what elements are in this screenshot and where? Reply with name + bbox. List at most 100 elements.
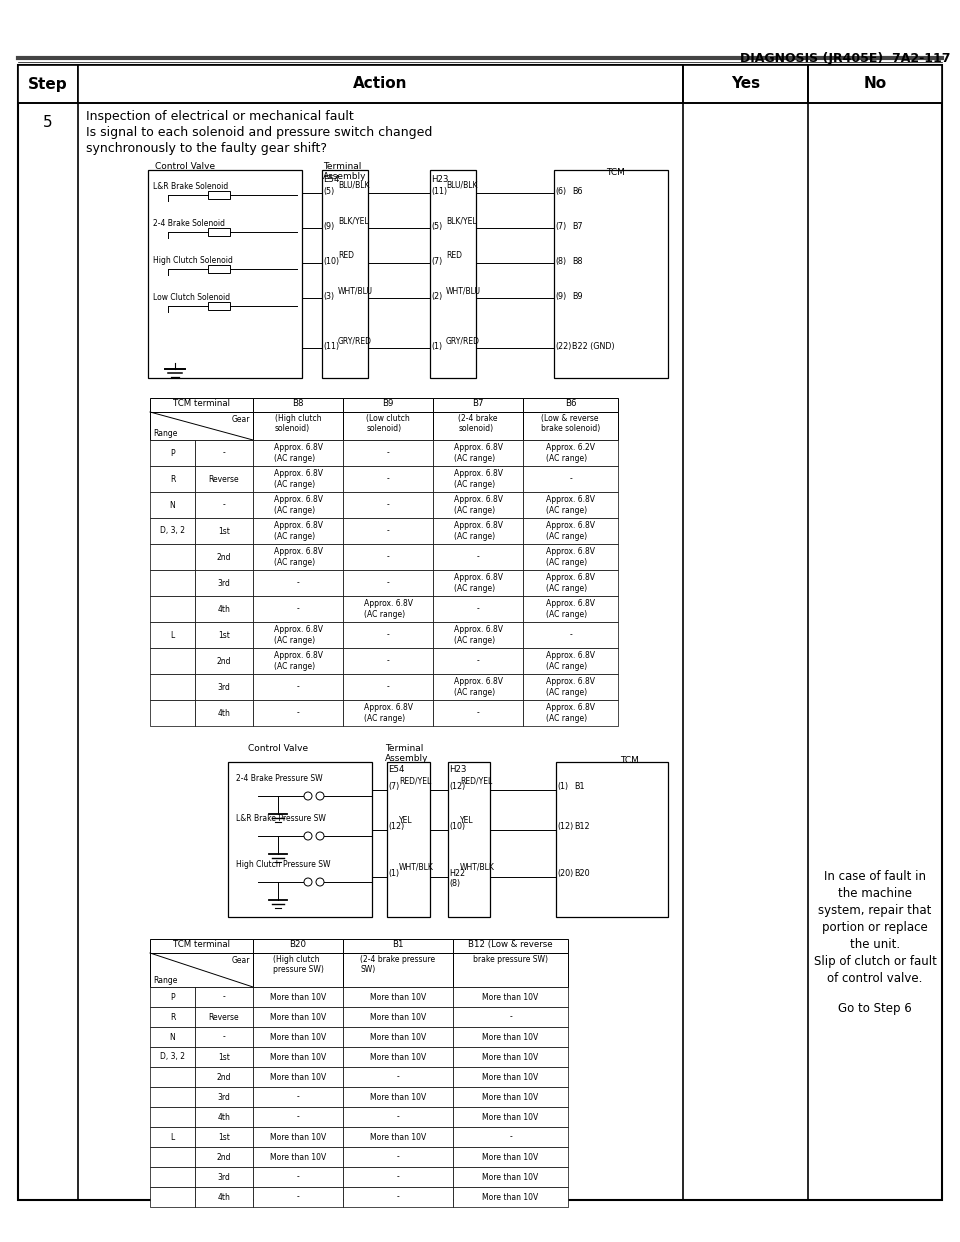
- Bar: [150, 1067, 195, 1087]
- Bar: [433, 648, 523, 674]
- Text: -: -: [223, 1032, 226, 1042]
- Bar: [523, 674, 618, 700]
- Bar: [253, 1126, 343, 1148]
- Bar: [433, 544, 523, 570]
- Text: Approx. 6.8V
(AC range): Approx. 6.8V (AC range): [453, 625, 502, 645]
- Bar: [343, 544, 433, 570]
- Text: More than 10V: More than 10V: [482, 1113, 539, 1122]
- Text: Action: Action: [353, 77, 408, 92]
- Text: Control Valve: Control Valve: [155, 161, 215, 171]
- Text: Terminal
Assembly: Terminal Assembly: [323, 161, 367, 181]
- Bar: [453, 1107, 568, 1126]
- Bar: [150, 1187, 195, 1207]
- Bar: [18, 65, 78, 103]
- Text: (2-4 brake
solenoid): (2-4 brake solenoid): [458, 414, 497, 433]
- Text: (5): (5): [323, 188, 334, 196]
- Text: Reverse: Reverse: [208, 474, 239, 483]
- Text: RED: RED: [338, 251, 354, 260]
- Bar: [343, 1007, 453, 1027]
- Bar: [195, 622, 253, 648]
- Text: More than 10V: More than 10V: [370, 992, 426, 1001]
- Text: 1st: 1st: [218, 631, 230, 640]
- Bar: [150, 953, 253, 987]
- Bar: [343, 570, 433, 596]
- Bar: [150, 1107, 195, 1126]
- Text: -: -: [396, 1113, 399, 1122]
- Text: (22): (22): [555, 342, 571, 351]
- Text: E54: E54: [323, 175, 340, 184]
- Text: Approx. 6.8V
(AC range): Approx. 6.8V (AC range): [546, 522, 595, 540]
- Text: -: -: [387, 553, 390, 561]
- Text: (High clutch
solenoid): (High clutch solenoid): [275, 414, 322, 433]
- Bar: [523, 466, 618, 492]
- Bar: [433, 518, 523, 544]
- Bar: [343, 397, 433, 412]
- Text: Approx. 6.8V
(AC range): Approx. 6.8V (AC range): [274, 522, 323, 540]
- Text: -: -: [476, 708, 479, 718]
- Text: Approx. 6.8V
(AC range): Approx. 6.8V (AC range): [453, 443, 502, 463]
- Bar: [556, 763, 668, 917]
- Bar: [343, 987, 453, 1007]
- Bar: [195, 674, 253, 700]
- Text: (7): (7): [431, 257, 443, 266]
- Text: Approx. 6.8V
(AC range): Approx. 6.8V (AC range): [364, 703, 413, 723]
- Bar: [343, 1107, 453, 1126]
- Bar: [523, 622, 618, 648]
- Text: (2-4 brake pressure
SW): (2-4 brake pressure SW): [360, 955, 436, 975]
- Text: 3rd: 3rd: [218, 1172, 230, 1181]
- Text: Range: Range: [153, 428, 178, 438]
- Bar: [453, 953, 568, 987]
- Bar: [433, 570, 523, 596]
- Text: 4th: 4th: [218, 708, 230, 718]
- Text: -: -: [569, 631, 572, 640]
- Text: B12 (Low & reverse: B12 (Low & reverse: [468, 940, 553, 949]
- Bar: [253, 570, 343, 596]
- Bar: [253, 1167, 343, 1187]
- Text: Gear: Gear: [231, 415, 250, 424]
- Bar: [433, 397, 523, 412]
- Text: (2): (2): [431, 292, 443, 301]
- Text: synchronously to the faulty gear shift?: synchronously to the faulty gear shift?: [86, 142, 327, 155]
- Bar: [253, 953, 343, 987]
- Text: B20: B20: [574, 869, 589, 878]
- Text: Approx. 6.8V
(AC range): Approx. 6.8V (AC range): [364, 600, 413, 619]
- Bar: [253, 544, 343, 570]
- Text: Low Clutch Solenoid: Low Clutch Solenoid: [153, 293, 230, 302]
- Text: 5: 5: [43, 116, 53, 130]
- Bar: [150, 1148, 195, 1167]
- Text: (9): (9): [323, 222, 334, 231]
- Text: -: -: [387, 631, 390, 640]
- Text: More than 10V: More than 10V: [370, 1012, 426, 1021]
- Text: R: R: [170, 1012, 175, 1021]
- Text: 2nd: 2nd: [217, 1073, 231, 1082]
- Bar: [343, 412, 433, 440]
- Text: (1): (1): [388, 869, 399, 878]
- Bar: [195, 544, 253, 570]
- Text: -: -: [223, 448, 226, 457]
- Text: (High clutch
pressure SW): (High clutch pressure SW): [273, 955, 324, 975]
- Text: system, repair that: system, repair that: [818, 904, 932, 917]
- Text: Yes: Yes: [731, 77, 760, 92]
- Text: More than 10V: More than 10V: [482, 1172, 539, 1181]
- Text: No: No: [863, 77, 887, 92]
- Text: More than 10V: More than 10V: [482, 992, 539, 1001]
- Text: -: -: [476, 605, 479, 614]
- Bar: [453, 939, 568, 953]
- Text: -: -: [297, 1172, 300, 1181]
- Text: More than 10V: More than 10V: [482, 1073, 539, 1082]
- Text: Approx. 6.8V
(AC range): Approx. 6.8V (AC range): [274, 625, 323, 645]
- Text: More than 10V: More than 10V: [270, 1052, 326, 1062]
- Text: GRY/RED: GRY/RED: [338, 337, 372, 345]
- Text: -: -: [387, 683, 390, 692]
- Text: More than 10V: More than 10V: [482, 1153, 539, 1161]
- Bar: [253, 1027, 343, 1047]
- Text: 2nd: 2nd: [217, 553, 231, 561]
- Bar: [343, 700, 433, 727]
- Text: Approx. 6.8V
(AC range): Approx. 6.8V (AC range): [274, 496, 323, 514]
- Bar: [343, 1087, 453, 1107]
- Text: H22
(8): H22 (8): [449, 869, 466, 888]
- Bar: [343, 674, 433, 700]
- Text: -: -: [476, 657, 479, 666]
- Text: (12): (12): [449, 782, 466, 791]
- Text: (7): (7): [555, 222, 566, 231]
